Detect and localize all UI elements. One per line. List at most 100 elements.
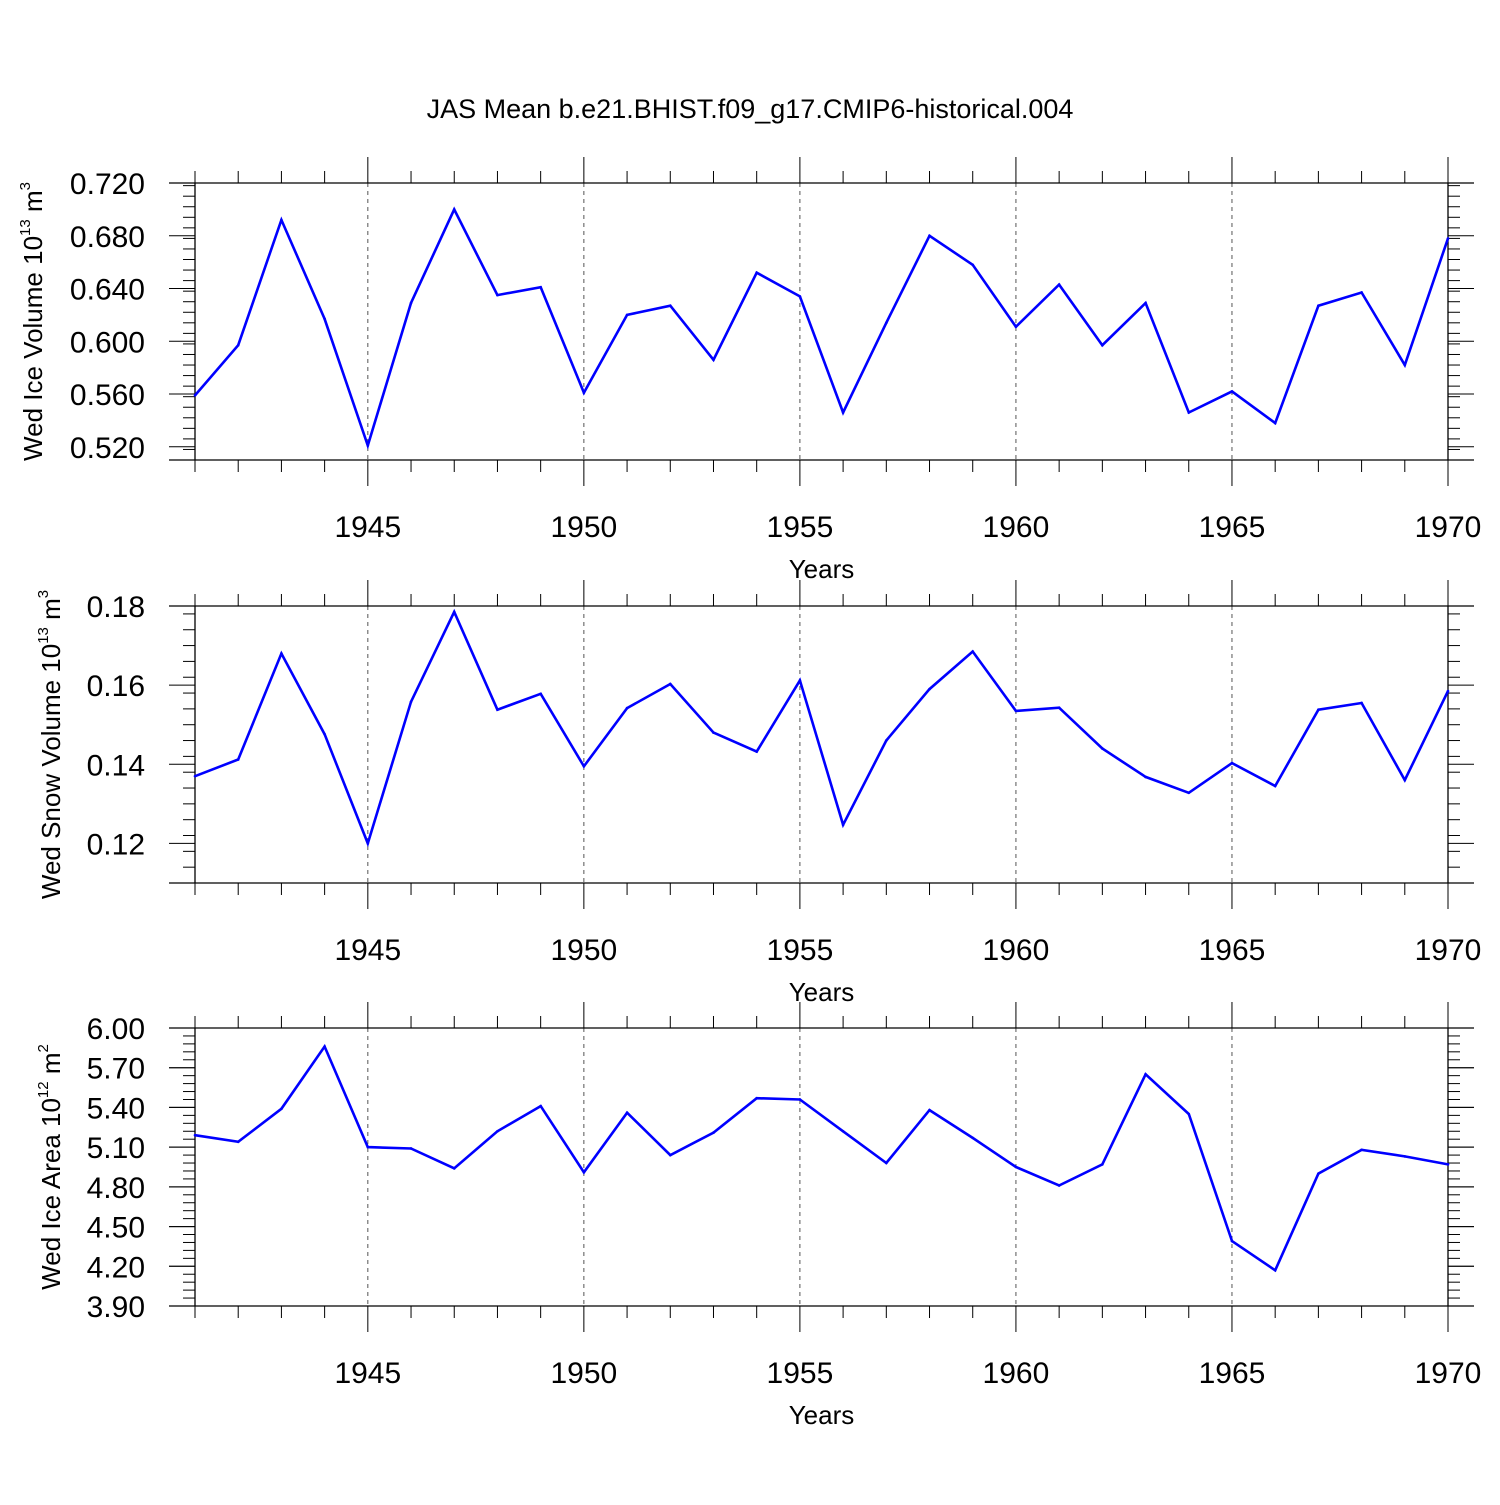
- data-point: [193, 394, 197, 397]
- data-point: [1057, 283, 1061, 286]
- data-point: [582, 391, 586, 395]
- x-tick-label: 1965: [1199, 511, 1266, 544]
- y-axis-title-text: Wed Ice Volume 10: [18, 236, 48, 461]
- data-point: [280, 218, 283, 222]
- y-axis-title: Wed Snow Volume 1013 m3: [35, 590, 66, 899]
- x-tick-label: 1960: [983, 934, 1050, 967]
- data-point: [668, 1153, 672, 1157]
- panel-3: 3.90 4.20 4.50 4.80 5.10 5.40 5.70 6.00 1945 1950…: [35, 1002, 1481, 1430]
- x-tick-label: 1955: [767, 511, 834, 544]
- data-point: [366, 842, 370, 845]
- data-point: [1187, 411, 1191, 414]
- y-tick-label: 5.70: [87, 1053, 145, 1086]
- x-axis-title: Years: [789, 554, 855, 584]
- x-tick-label: 1950: [550, 511, 617, 544]
- y-axis-title: Wed Ice Area 1012 m2: [35, 1044, 66, 1290]
- series-line: [194, 608, 1450, 848]
- data-point: [928, 687, 931, 691]
- data-point: [539, 1104, 542, 1108]
- data-point: [1273, 1268, 1277, 1272]
- data-point: [928, 234, 931, 238]
- y-tick-label: 0.600: [70, 326, 145, 359]
- data-point: [712, 1131, 715, 1134]
- data-point: [1446, 237, 1450, 240]
- y-axis-title-unit-exponent: 2: [35, 1044, 52, 1052]
- data-point: [668, 682, 672, 686]
- data-point: [1403, 778, 1407, 782]
- y-tick-label: 0.16: [87, 670, 145, 703]
- y-axis-title-exponent: 13: [35, 627, 52, 644]
- data-point: [193, 774, 197, 778]
- data-point: [539, 285, 542, 289]
- data-point: [1273, 421, 1277, 425]
- x-tick-label: 1950: [550, 934, 617, 967]
- y-axis-title-unit: m: [18, 190, 48, 219]
- x-axis-title: Years: [789, 977, 855, 1007]
- data-point: [885, 1161, 888, 1165]
- data-point: [712, 358, 715, 362]
- panel-2: 0.12 0.14 0.16 0.18 1945 1950 1955 1960 1965 1970…: [35, 580, 1481, 1007]
- data-point: [668, 304, 672, 307]
- data-point: [798, 295, 802, 298]
- data-point: [1187, 791, 1191, 795]
- data-point: [409, 1147, 413, 1150]
- data-point: [236, 758, 240, 761]
- y-tick-label: 3.90: [87, 1291, 145, 1324]
- data-point: [1317, 304, 1320, 307]
- data-point: [1230, 390, 1234, 393]
- data-point: [885, 739, 888, 742]
- y-tick-label: 4.50: [87, 1212, 145, 1245]
- y-tick-label: 0.640: [70, 274, 145, 307]
- panel-1: 0.520 0.560 0.600 0.640 0.680 0.720 1945 1950 19…: [17, 157, 1481, 584]
- data-point: [539, 692, 542, 696]
- data-point: [1446, 1163, 1450, 1166]
- y-axis-title-exponent: 12: [35, 1081, 52, 1098]
- y-tick-label: 0.18: [87, 591, 145, 624]
- data-point: [1230, 1239, 1234, 1243]
- chart-title: JAS Mean b.e21.BHIST.f09_g17.CMIP6-histo…: [427, 94, 1074, 124]
- data-point: [323, 317, 326, 321]
- y-axis-title-unit: m: [36, 598, 66, 627]
- y-axis-title-unit-exponent: 3: [17, 182, 34, 190]
- data-point: [1403, 363, 1407, 367]
- data-point: [1057, 1184, 1061, 1187]
- data-point: [280, 1107, 283, 1111]
- data-point: [1230, 761, 1234, 765]
- data-point: [452, 1167, 456, 1170]
- x-tick-label: 1950: [550, 1357, 617, 1390]
- y-tick-label: 4.20: [87, 1251, 145, 1284]
- y-tick-label: 0.14: [87, 749, 145, 782]
- data-point: [1014, 1165, 1018, 1169]
- data-point: [1144, 775, 1147, 779]
- data-point: [798, 1098, 802, 1101]
- data-point: [841, 1129, 845, 1133]
- data-point: [496, 293, 499, 297]
- data-point: [1014, 709, 1018, 713]
- data-point: [1014, 325, 1018, 329]
- y-tick-label: 0.12: [87, 828, 145, 861]
- data-point: [971, 1136, 975, 1140]
- y-tick-label: 0.560: [70, 379, 145, 412]
- data-point: [1360, 701, 1363, 705]
- y-axis-title-unit: m: [36, 1053, 66, 1082]
- data-point: [625, 313, 629, 317]
- data-point: [582, 764, 586, 768]
- data-point: [1360, 291, 1363, 294]
- data-point: [582, 1170, 586, 1174]
- data-point: [1317, 1172, 1320, 1175]
- x-tick-label: 1955: [767, 1357, 834, 1390]
- y-axis-title-exponent: 13: [17, 219, 34, 236]
- data-point: [452, 208, 456, 211]
- data-point: [496, 708, 499, 711]
- data-point: [1101, 343, 1104, 347]
- y-tick-label: 4.80: [87, 1172, 145, 1205]
- data-point: [280, 652, 283, 655]
- data-point: [409, 700, 413, 704]
- y-tick-label: 0.520: [70, 432, 145, 465]
- data-point: [712, 731, 715, 734]
- data-point: [452, 610, 456, 614]
- y-axis-title-text: Wed Ice Area 10: [36, 1098, 66, 1290]
- data-point: [323, 1045, 326, 1048]
- x-tick-label: 1960: [983, 511, 1050, 544]
- series-line: [194, 206, 1450, 450]
